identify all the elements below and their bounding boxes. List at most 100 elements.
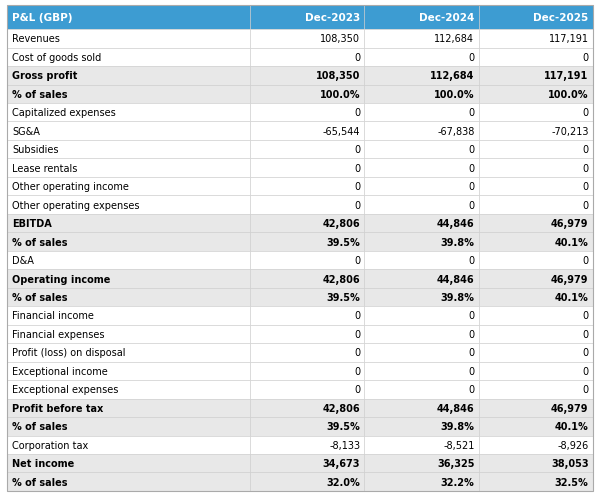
Text: 108,350: 108,350 bbox=[320, 34, 360, 44]
Text: 0: 0 bbox=[354, 145, 360, 155]
Bar bbox=[250, 30, 364, 49]
Text: Corporation tax: Corporation tax bbox=[12, 440, 88, 450]
Bar bbox=[7, 30, 250, 49]
Text: 0: 0 bbox=[354, 163, 360, 173]
Text: % of sales: % of sales bbox=[12, 293, 67, 303]
Text: Exceptional expenses: Exceptional expenses bbox=[12, 385, 118, 395]
Bar bbox=[7, 325, 250, 344]
Text: 0: 0 bbox=[354, 53, 360, 63]
Text: 39.5%: 39.5% bbox=[326, 293, 360, 303]
Bar bbox=[364, 67, 479, 85]
Text: Financial expenses: Financial expenses bbox=[12, 329, 104, 339]
Text: 32.0%: 32.0% bbox=[326, 477, 360, 487]
Bar bbox=[364, 141, 479, 159]
Bar bbox=[7, 362, 250, 380]
Text: % of sales: % of sales bbox=[12, 90, 67, 100]
Text: Lease rentals: Lease rentals bbox=[12, 163, 77, 173]
Text: Cost of goods sold: Cost of goods sold bbox=[12, 53, 101, 63]
Text: -8,926: -8,926 bbox=[557, 440, 589, 450]
Text: 34,673: 34,673 bbox=[323, 458, 360, 468]
Bar bbox=[364, 252, 479, 270]
Bar bbox=[7, 270, 250, 288]
Text: 0: 0 bbox=[468, 108, 475, 118]
Text: 100.0%: 100.0% bbox=[434, 90, 475, 100]
Bar bbox=[479, 141, 593, 159]
Bar bbox=[479, 67, 593, 85]
Bar bbox=[479, 417, 593, 436]
Bar bbox=[479, 214, 593, 233]
Bar bbox=[364, 399, 479, 417]
Bar bbox=[250, 196, 364, 214]
Bar bbox=[250, 307, 364, 325]
Bar bbox=[250, 288, 364, 307]
Text: Dec-2024: Dec-2024 bbox=[419, 13, 475, 23]
Bar bbox=[479, 362, 593, 380]
Text: 117,191: 117,191 bbox=[544, 71, 589, 81]
Bar bbox=[364, 344, 479, 362]
Bar bbox=[364, 49, 479, 67]
Text: 0: 0 bbox=[583, 145, 589, 155]
Bar bbox=[479, 30, 593, 49]
Bar bbox=[364, 454, 479, 472]
Text: 0: 0 bbox=[468, 200, 475, 210]
Text: Other operating income: Other operating income bbox=[12, 182, 129, 192]
Bar bbox=[364, 436, 479, 454]
Bar bbox=[250, 233, 364, 252]
Bar bbox=[364, 196, 479, 214]
Bar bbox=[479, 104, 593, 122]
Bar bbox=[7, 399, 250, 417]
Bar bbox=[250, 122, 364, 141]
Text: 39.8%: 39.8% bbox=[440, 237, 475, 247]
Bar bbox=[7, 85, 250, 104]
Bar bbox=[364, 214, 479, 233]
Bar bbox=[250, 436, 364, 454]
Bar bbox=[479, 270, 593, 288]
Text: Revenues: Revenues bbox=[12, 34, 60, 44]
Text: Gross profit: Gross profit bbox=[12, 71, 77, 81]
Bar bbox=[250, 49, 364, 67]
Bar bbox=[250, 67, 364, 85]
Bar bbox=[7, 344, 250, 362]
Text: Exceptional income: Exceptional income bbox=[12, 366, 108, 376]
Bar bbox=[479, 122, 593, 141]
Text: 112,684: 112,684 bbox=[430, 71, 475, 81]
Text: 0: 0 bbox=[583, 385, 589, 395]
Bar bbox=[7, 288, 250, 307]
Text: % of sales: % of sales bbox=[12, 477, 67, 487]
Text: Profit before tax: Profit before tax bbox=[12, 403, 103, 413]
Bar bbox=[7, 233, 250, 252]
Bar bbox=[7, 159, 250, 177]
Text: Other operating expenses: Other operating expenses bbox=[12, 200, 139, 210]
Text: 44,846: 44,846 bbox=[437, 274, 475, 284]
Text: 39.5%: 39.5% bbox=[326, 237, 360, 247]
Bar bbox=[7, 214, 250, 233]
Bar bbox=[250, 362, 364, 380]
Text: 46,979: 46,979 bbox=[551, 218, 589, 228]
Text: 0: 0 bbox=[583, 311, 589, 321]
Bar bbox=[7, 177, 250, 196]
Bar bbox=[7, 454, 250, 472]
Bar bbox=[479, 436, 593, 454]
Text: 36,325: 36,325 bbox=[437, 458, 475, 468]
Bar bbox=[479, 472, 593, 491]
Bar bbox=[364, 6, 479, 30]
Bar bbox=[250, 252, 364, 270]
Text: 0: 0 bbox=[468, 311, 475, 321]
Bar bbox=[479, 196, 593, 214]
Bar bbox=[7, 141, 250, 159]
Bar bbox=[364, 472, 479, 491]
Bar bbox=[364, 325, 479, 344]
Text: -8,521: -8,521 bbox=[443, 440, 475, 450]
Bar bbox=[479, 399, 593, 417]
Text: Net income: Net income bbox=[12, 458, 74, 468]
Text: 0: 0 bbox=[354, 200, 360, 210]
Bar bbox=[364, 30, 479, 49]
Bar bbox=[479, 6, 593, 30]
Bar bbox=[250, 6, 364, 30]
Bar bbox=[364, 177, 479, 196]
Bar bbox=[250, 325, 364, 344]
Text: 42,806: 42,806 bbox=[323, 403, 360, 413]
Text: 0: 0 bbox=[354, 366, 360, 376]
Bar bbox=[7, 380, 250, 399]
Bar bbox=[479, 85, 593, 104]
